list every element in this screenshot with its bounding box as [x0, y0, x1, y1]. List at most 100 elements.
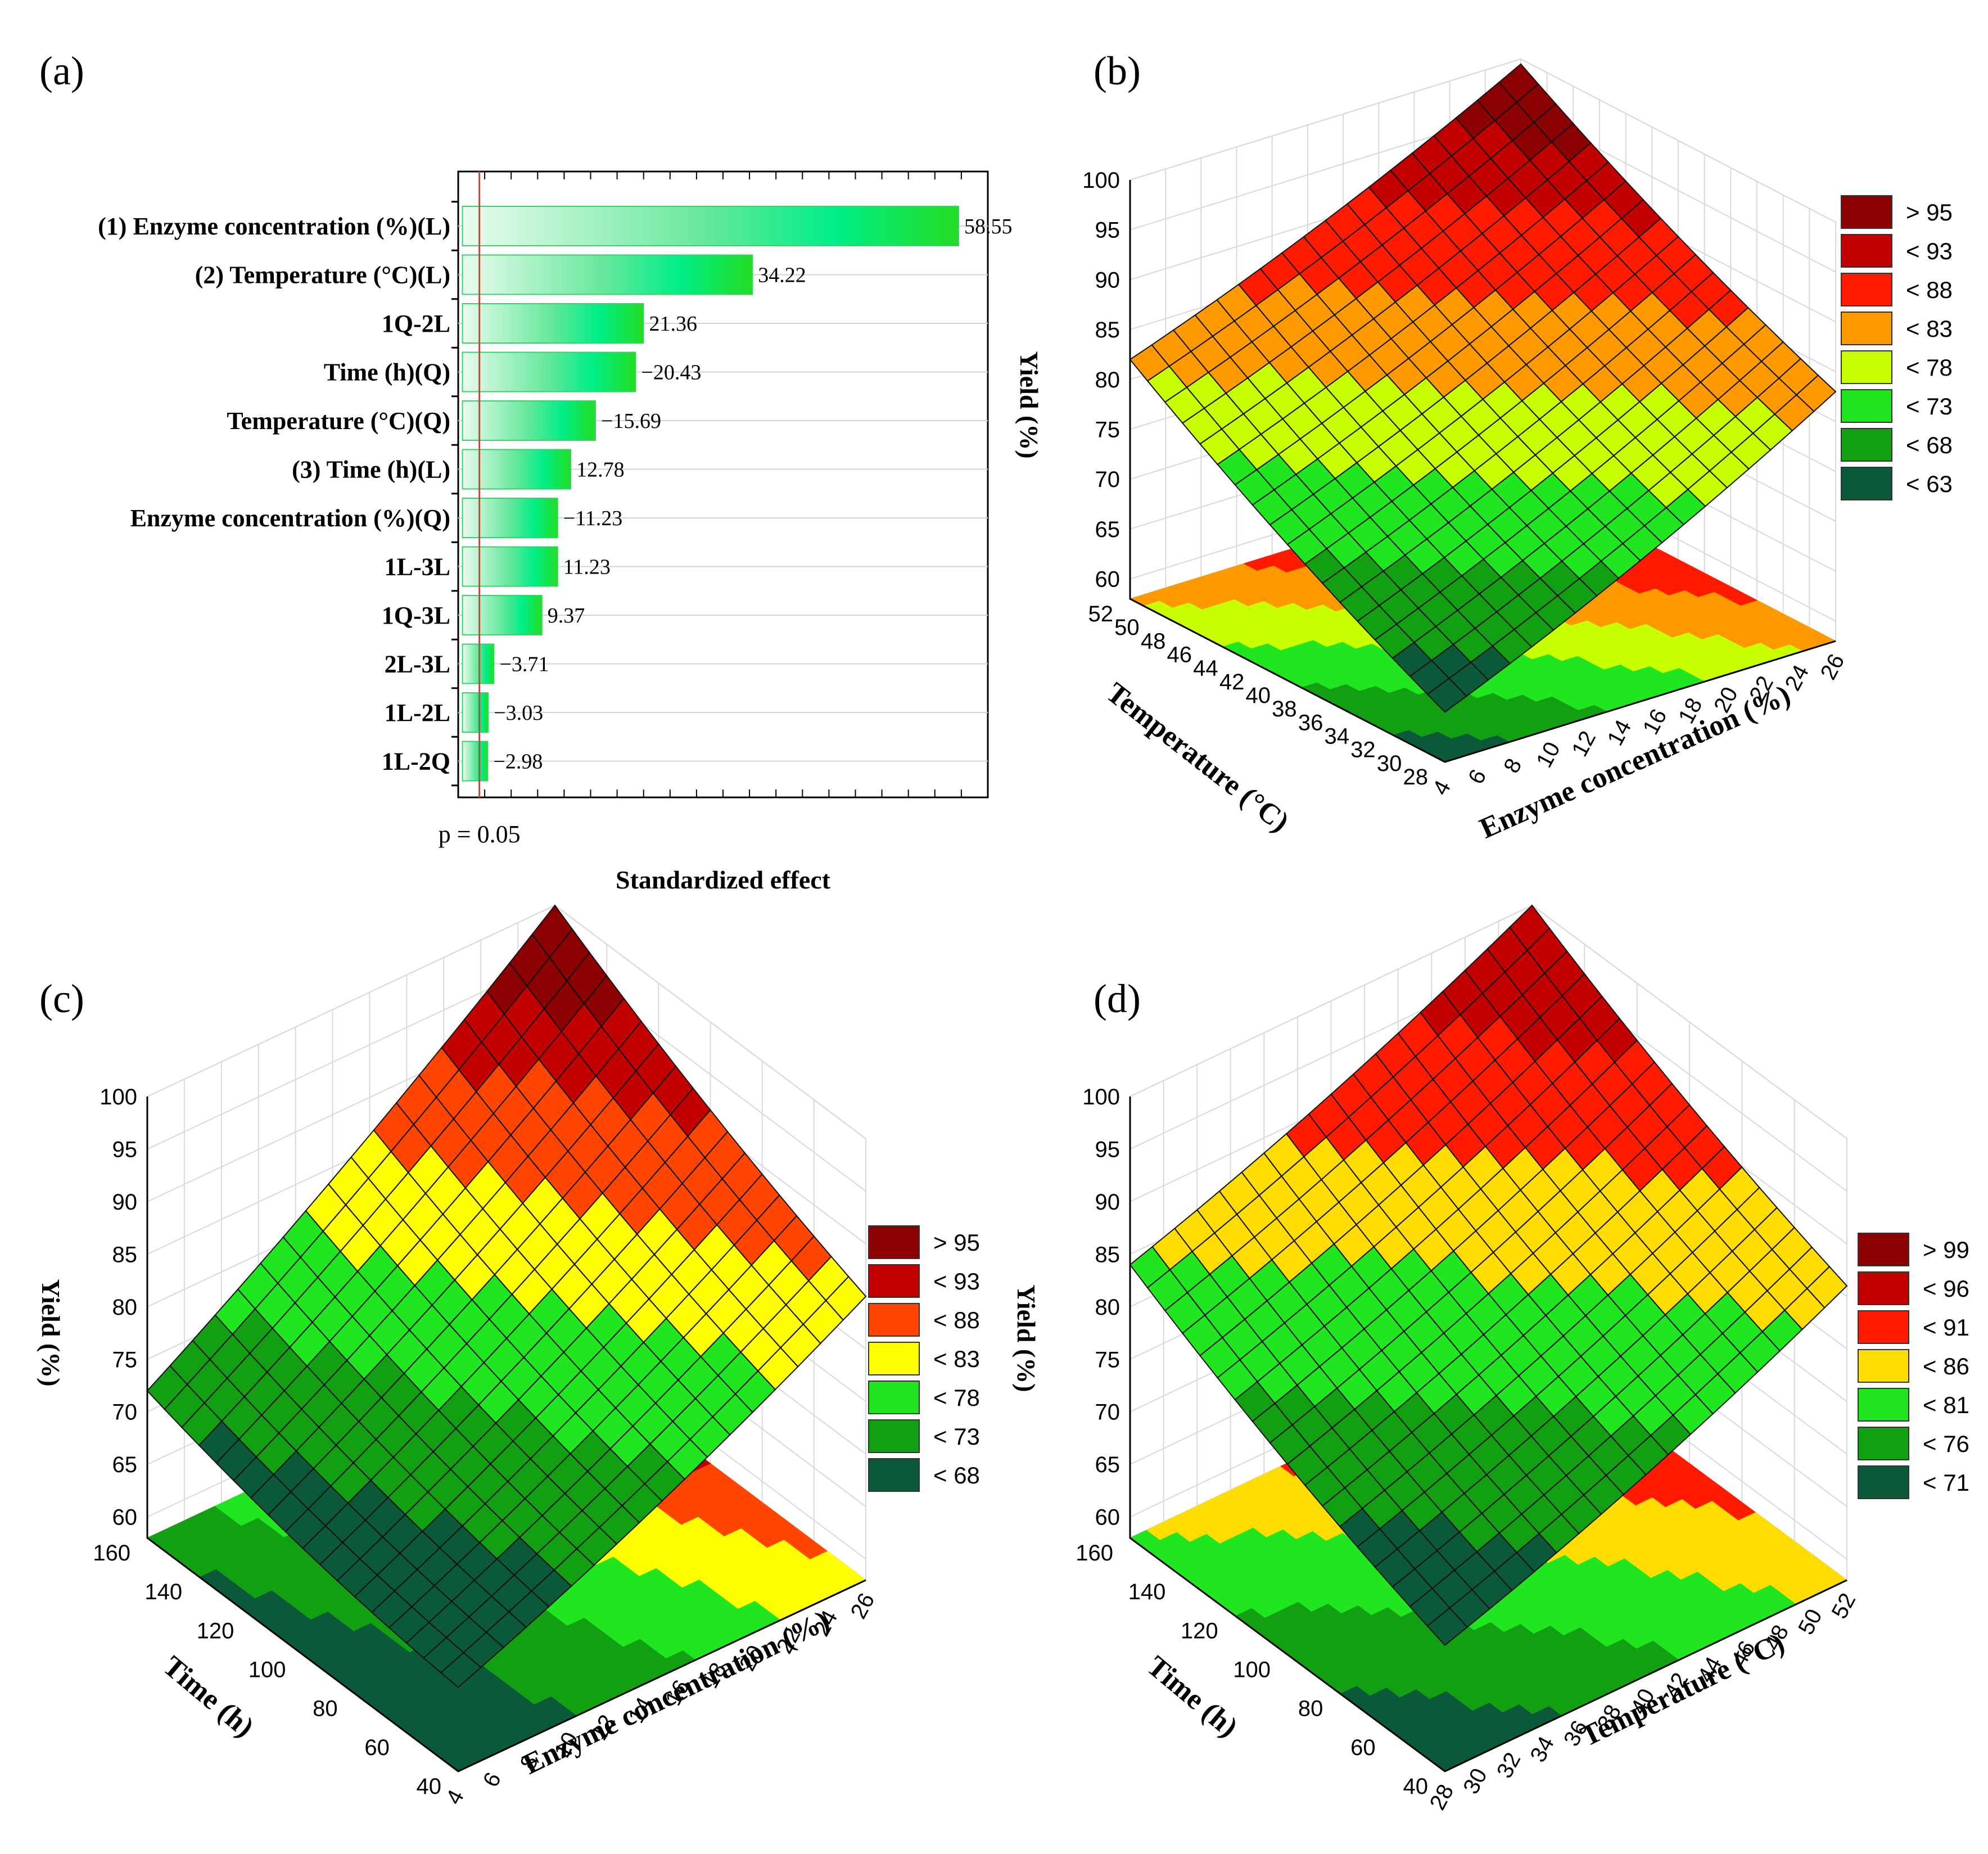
x-axis-title: Standardized effect — [616, 865, 831, 894]
y-tick-label: 80 — [313, 1697, 338, 1721]
x-tick-label: 32 — [1492, 1748, 1526, 1782]
z-tick-label: 70 — [1095, 1400, 1120, 1425]
z-tick-label: 60 — [1095, 567, 1120, 592]
y-tick-label: 100 — [1233, 1658, 1271, 1682]
legend-swatch — [868, 1381, 920, 1414]
bar-1l-3l — [462, 546, 558, 587]
category-label: 1Q-2L — [382, 310, 450, 337]
x-tick-label: 26 — [846, 1589, 880, 1623]
y-tick-label: 32 — [1350, 738, 1376, 763]
legend-entry: < 78 — [933, 1384, 980, 1411]
legend-swatch — [1841, 273, 1892, 306]
y-tick-label: 120 — [197, 1618, 234, 1643]
x-tick-label: 10 — [1531, 738, 1565, 772]
bar-1l-2l — [462, 692, 489, 733]
x-tick-label: 52 — [1827, 1589, 1861, 1623]
z-tick-label: 60 — [1095, 1505, 1120, 1530]
response-surface — [146, 904, 867, 1688]
bar-value-label: 9.37 — [548, 604, 585, 628]
legend: > 95 < 93 < 88 < 83 < 78 < 73 < 68 — [868, 1225, 980, 1492]
legend-swatch — [1858, 1349, 1909, 1383]
z-axis-title: Yield (%) — [37, 1279, 65, 1386]
legend-swatch — [1841, 389, 1892, 423]
bar-enzyme-concentration-q — [462, 498, 558, 538]
wall-gridline — [1129, 905, 1533, 1097]
bar-value-label: 58.55 — [964, 215, 1013, 238]
legend-entry: < 73 — [933, 1423, 980, 1450]
y-tick-label: 60 — [1350, 1735, 1376, 1760]
legend-entry: < 91 — [1923, 1314, 1969, 1341]
y-tick-label: 34 — [1325, 724, 1350, 749]
category-label: (2) Temperature (°C)(L) — [195, 261, 450, 289]
panel-label: (b) — [1094, 48, 1141, 93]
bar-3-time-h-l — [462, 449, 572, 490]
panel-a-pareto-chart: (a) 58.55 (1) Enzyme concentration (%)(L) 3… — [39, 48, 1013, 894]
legend-entry: < 93 — [933, 1268, 980, 1294]
y-axis-title: Time (h) — [1141, 1650, 1244, 1744]
legend-entry: > 95 — [933, 1229, 980, 1256]
surface-cell — [1426, 678, 1468, 713]
y-tick-label: 120 — [1181, 1618, 1218, 1643]
legend-swatch — [868, 1342, 920, 1375]
wall-gridline — [147, 905, 555, 1097]
legend-swatch — [1858, 1233, 1909, 1266]
bar-value-label: 12.78 — [576, 458, 625, 482]
z-tick-label: 75 — [112, 1347, 138, 1372]
legend: > 99 < 96 < 91 < 86 < 81 < 76 < 71 — [1858, 1233, 1969, 1499]
bar-value-label: −2.98 — [493, 750, 543, 774]
z-tick-label: 90 — [1095, 268, 1120, 292]
legend-swatch — [868, 1303, 920, 1337]
y-tick-label: 140 — [144, 1580, 182, 1604]
wall-gridline — [554, 905, 866, 1139]
y-tick-label: 30 — [1377, 751, 1402, 776]
y-tick-label: 40 — [417, 1774, 442, 1799]
legend-entry: < 76 — [1923, 1431, 1969, 1457]
x-tick-label: 4 — [1428, 777, 1456, 799]
z-tick-label: 70 — [1095, 467, 1120, 492]
z-tick-label: 90 — [112, 1190, 138, 1215]
legend-entry: < 78 — [1906, 354, 1953, 381]
z-axis-title: Yield (%) — [1012, 1284, 1041, 1392]
legend-swatch — [868, 1225, 920, 1259]
bar-2-temperature-c-l — [462, 254, 753, 295]
x-tick-label: 6 — [1463, 765, 1491, 788]
wall-gridline — [1520, 58, 1836, 223]
bar-value-label: 11.23 — [563, 556, 611, 579]
z-tick-label: 85 — [1095, 1242, 1120, 1267]
wall-gridline — [1531, 905, 1847, 1139]
wall-gridline — [1129, 58, 1521, 181]
z-tick-label: 95 — [1095, 218, 1120, 243]
z-tick-label: 60 — [112, 1505, 138, 1530]
bar-value-label: −3.71 — [499, 653, 549, 676]
legend-entry: < 81 — [1923, 1392, 1969, 1418]
surface-cell — [440, 1652, 482, 1688]
y-tick-label: 50 — [1114, 615, 1140, 640]
z-tick-label: 90 — [1095, 1190, 1120, 1215]
legend-swatch — [868, 1458, 920, 1492]
y-tick-label: 42 — [1219, 670, 1245, 694]
z-tick-label: 80 — [1095, 368, 1120, 393]
legend-entry: > 99 — [1923, 1237, 1969, 1263]
z-tick-label: 75 — [1095, 417, 1120, 442]
category-label: Time (h)(Q) — [324, 359, 450, 386]
bar-temperature-c-q — [462, 400, 597, 441]
y-tick-label: 28 — [1403, 765, 1429, 790]
panel-label: (d) — [1094, 976, 1141, 1021]
category-label: 2L-3L — [385, 651, 450, 678]
axis-lines — [1129, 180, 1836, 763]
x-tick-label: 34 — [1525, 1733, 1559, 1766]
y-axis-title: Time (h) — [157, 1650, 260, 1744]
significance-label: p = 0.05 — [439, 820, 521, 848]
x-tick-label: 12 — [1567, 727, 1601, 761]
z-tick-label: 95 — [1095, 1137, 1120, 1162]
legend-entry: < 73 — [1906, 393, 1953, 419]
x-tick-label: 28 — [1425, 1780, 1459, 1814]
wall-gridline — [147, 957, 555, 1150]
legend-swatch — [868, 1264, 920, 1298]
z-tick-label: 65 — [1095, 1452, 1120, 1477]
y-tick-label: 80 — [1298, 1697, 1323, 1721]
y-tick-label: 60 — [364, 1735, 390, 1760]
bar-time-h-q — [462, 351, 636, 393]
